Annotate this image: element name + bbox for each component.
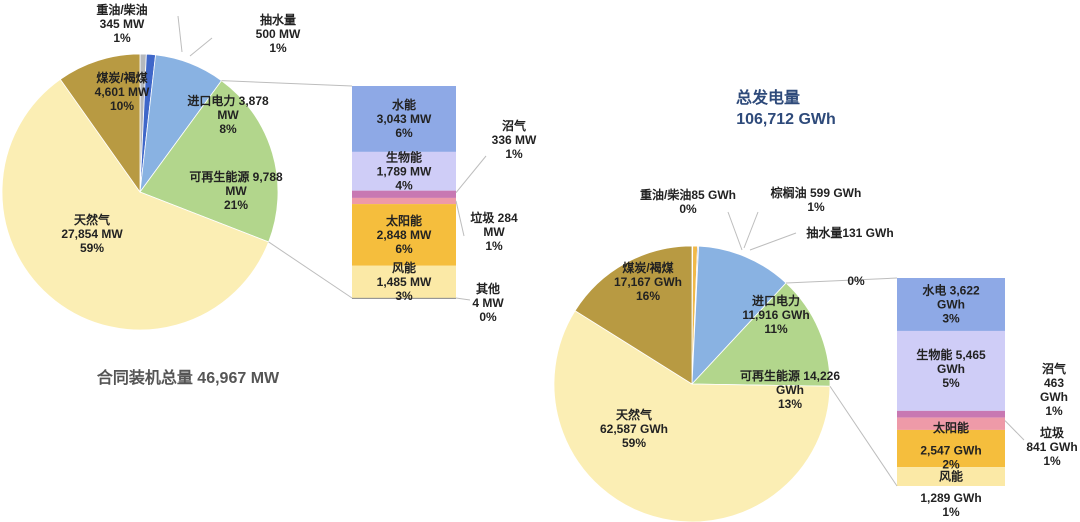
generation-label-pumped: 抽水量131 GWh [806,225,893,240]
capacity-bar-label-biogas: 沼气 336 MW 1% [492,118,537,161]
capacity-bar-hydro [352,86,456,152]
generation-slice-import [691,245,787,386]
generation-bar-biogas [897,410,1005,418]
generation-slice-renew [691,282,831,387]
generation-leader-palm [743,211,759,249]
generation-label-palm: 棕榈油 599 GWh 1% [770,185,862,214]
generation-bar-label-wind-name: 风能 [939,469,963,484]
capacity-label-thermal-oil: 重油/柴油 345 MW 1% [96,2,147,45]
capacity-bar-label-bio: 生物能 1,789 MW 4% [377,149,432,192]
capacity-slice-coal [59,53,141,194]
generation-bar-label-wind: 1,289 GWh 1% [920,491,981,519]
capacity-connector-top [221,80,353,87]
generation-leader-waste [1004,420,1025,441]
generation-bar-solar [897,429,1005,468]
generation-slice-gas [553,310,831,522]
generation-bar-label-solar: 2,547 GWh 2% [920,444,981,472]
capacity-bar-bio [352,151,456,191]
generation-total-line1: 总发电量 [736,88,800,107]
generation-bar-wind [897,467,1005,486]
capacity-bar-label-waste: 垃圾 284 MW 1% [470,210,518,253]
capacity-bar-label-solar: 太阳能 2,848 MW 6% [377,213,432,256]
capacity-leader-waste [455,200,465,237]
capacity-leader-biogas [455,155,487,193]
capacity-leader-thermal-oil [177,15,183,53]
generation-bar-waste [897,417,1005,430]
generation-connector-top [786,277,898,284]
generation-label-thermal-oil: 重油/柴油85 GWh 0% [640,187,736,216]
capacity-total: 合同装机总量 46,967 MW [97,368,280,387]
capacity-bar-waste [352,197,456,205]
capacity-label-pumped: 抽水量 500 MW 1% [256,12,301,55]
generation-connector-bottom [829,385,898,487]
generation-label-import: 进口电力 11,916 GWh 11% [742,293,809,336]
capacity-slice-renew [139,80,279,243]
capacity-label-import: 进口电力 3,878 MW 8% [187,93,269,136]
capacity-bar-solar [352,204,456,266]
generation-total-line2: 106,712 GWh [736,111,836,128]
capacity-leader-pumped [189,37,213,57]
generation-bar-label-waste: 垃圾 841 GWh 1% [1026,425,1077,468]
generation-bar-label-biogas: 沼气 463 GWh 1% [1040,361,1068,418]
capacity-label-coal: 煤炭/褐煤 4,601 MW 10% [95,70,150,113]
generation-bar-bio [897,330,1005,411]
capacity-label-gas: 天然气 27,854 MW 59% [61,212,123,255]
generation-label-renew: 可再生能源 14,226 GWh 13% [740,368,840,411]
generation-slice-coal [574,245,693,385]
capacity-label-renew: 可再生能源 9,788 MW 21% [189,169,283,212]
generation-bar-label-bio: 生物能 5,465 GWh 5% [916,347,986,390]
generation-bar-label-solar-name: 太阳能 [933,420,969,435]
capacity-bar-other [352,297,456,299]
generation-label-gas: 天然气 62,587 GWh 59% [600,407,668,450]
generation-label-coal: 煤炭/褐煤 17,167 GWh 16% [614,260,682,303]
capacity-bar-biogas [352,190,456,198]
capacity-connector-bottom [268,241,353,299]
generation-bar-hydro [897,278,1005,331]
generation-bar-label-hydro: 水电 3,622 GWh 3% [922,282,980,325]
capacity-bar-label-hydro: 水能 3,043 MW 6% [377,97,432,140]
generation-label-pumped-pct: 0% [847,274,865,288]
capacity-bar-wind [352,265,456,298]
capacity-bar-label-other: 其他 4 MW 0% [472,281,504,324]
capacity-bar-label-wind: 风能 1,485 MW 3% [377,260,432,303]
capacity-leader-other [455,297,471,301]
generation-leader-pumped [749,232,797,251]
capacity-slice-gas [1,78,270,331]
generation-leader-thermal-oil [727,211,743,251]
